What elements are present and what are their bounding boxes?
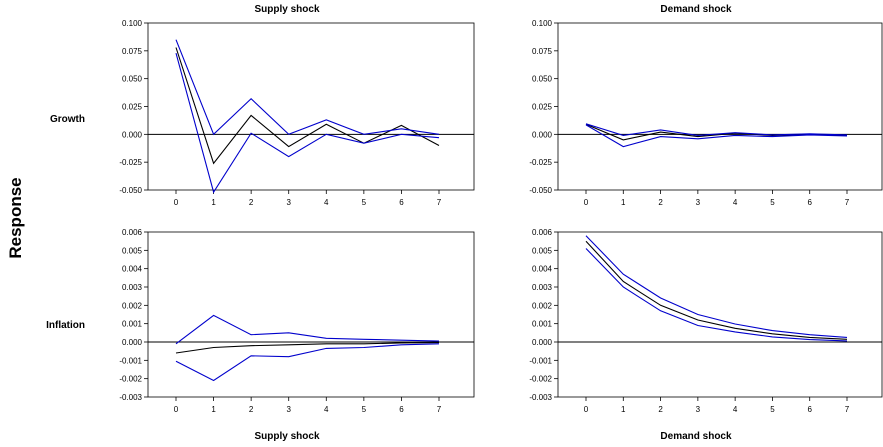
x-tick-label: 4 (733, 198, 738, 207)
y-tick-label: 0.005 (122, 246, 143, 255)
x-tick-label: 3 (286, 198, 291, 207)
y-tick-label: 0.006 (122, 228, 143, 237)
y-tick-label: 0.001 (122, 320, 143, 329)
series-line-irf (585, 240, 848, 340)
y-tick-label: -0.002 (119, 375, 142, 384)
series-line-lower (175, 52, 440, 194)
y-tick-label: 0.050 (122, 75, 143, 84)
x-tick-label: 2 (249, 405, 254, 414)
x-tick-label: 6 (399, 198, 404, 207)
x-tick-label: 1 (621, 405, 626, 414)
y-tick-label: -0.025 (529, 158, 552, 167)
y-tick-label: 0.006 (532, 228, 553, 237)
x-tick-label: 4 (324, 405, 329, 414)
y-tick-label: 0.000 (532, 130, 553, 139)
panel-title-top-left: Supply shock (254, 4, 319, 15)
panels: 0.100 0.075 0.050 0.025 0.000 -0.025 -0.050 0 1 2… (119, 19, 883, 414)
x-tick-label: 4 (733, 405, 738, 414)
x-tick-label: 3 (286, 405, 291, 414)
y-tick-label: 0.004 (122, 265, 143, 274)
y-tick-label: -0.002 (529, 375, 552, 384)
x-tick-label: 0 (584, 198, 589, 207)
row-label-growth: Growth (50, 114, 85, 125)
x-tick-label: 5 (362, 405, 367, 414)
y-tick-label: 0.050 (532, 75, 553, 84)
panel-frame (147, 231, 475, 398)
x-tick-label: 7 (845, 198, 850, 207)
series-line-lower (175, 343, 440, 382)
panel-frame (557, 231, 883, 398)
series-line-upper (585, 123, 848, 136)
panel-frame (557, 22, 883, 191)
y-tick-label: -0.050 (119, 186, 142, 195)
panel-title-bottom-left: Supply shock (254, 431, 319, 442)
x-tick-label: 0 (584, 405, 589, 414)
y-axis-label: Response (6, 177, 25, 258)
y-tick-label: 0.025 (122, 103, 143, 112)
x-tick-label: 7 (437, 405, 442, 414)
x-tick-label: 5 (770, 198, 775, 207)
x-tick-label: 2 (658, 405, 663, 414)
y-tick-label: 0.100 (122, 19, 143, 28)
x-tick-label: 3 (696, 198, 701, 207)
y-tick-label: -0.001 (529, 356, 552, 365)
y-tick-label: 0.003 (532, 283, 553, 292)
x-tick-label: 2 (658, 198, 663, 207)
y-tick-label: -0.003 (119, 393, 142, 402)
series-line-lower (585, 124, 848, 148)
y-tick-label: 0.005 (532, 246, 553, 255)
series-line-upper (175, 314, 440, 345)
x-tick-label: 6 (807, 198, 812, 207)
series-line-irf (175, 47, 440, 165)
y-tick-label: 0.075 (122, 47, 143, 56)
x-tick-label: 7 (845, 405, 850, 414)
y-tick-label: -0.025 (119, 158, 142, 167)
panel-title-top-right: Demand shock (660, 4, 732, 15)
y-tick-label: 0.100 (532, 19, 553, 28)
x-tick-label: 5 (770, 405, 775, 414)
y-tick-label: 0.002 (532, 301, 553, 310)
series-line-lower (585, 248, 848, 342)
x-tick-label: 6 (399, 405, 404, 414)
x-tick-label: 7 (437, 198, 442, 207)
y-tick-label: 0.075 (532, 47, 553, 56)
y-tick-label: -0.001 (119, 356, 142, 365)
panel-frame (147, 22, 475, 191)
x-tick-label: 4 (324, 198, 329, 207)
x-tick-label: 1 (621, 198, 626, 207)
x-tick-label: 5 (362, 198, 367, 207)
panel-1: 0.100 0.075 0.050 0.025 0.000 -0.025 -0.050 0 1 2… (529, 19, 883, 207)
y-tick-label: -0.050 (529, 186, 552, 195)
y-tick-label: 0.004 (532, 265, 553, 274)
x-tick-label: 2 (249, 198, 254, 207)
series-line-irf (175, 342, 440, 354)
y-tick-label: 0.003 (122, 283, 143, 292)
y-tick-label: 0.002 (122, 301, 143, 310)
x-tick-label: 0 (174, 405, 179, 414)
x-tick-label: 6 (807, 405, 812, 414)
panel-3: 0.006 0.005 0.004 0.003 0.002 0.001 0.000 -0.00… (529, 228, 883, 414)
panel-title-bottom-right: Demand shock (660, 431, 732, 442)
x-tick-label: 0 (174, 198, 179, 207)
y-tick-label: -0.003 (529, 393, 552, 402)
series-line-upper (175, 39, 440, 136)
y-tick-label: 0.025 (532, 103, 553, 112)
panel-0: 0.100 0.075 0.050 0.025 0.000 -0.025 -0.050 0 1 2… (119, 19, 475, 207)
y-tick-label: 0.001 (532, 320, 553, 329)
row-label-inflation: Inflation (46, 320, 85, 331)
x-tick-label: 1 (211, 198, 216, 207)
x-tick-label: 3 (696, 405, 701, 414)
y-tick-label: 0.000 (122, 130, 143, 139)
x-tick-label: 1 (211, 405, 216, 414)
series-line-upper (585, 235, 848, 338)
y-tick-label: 0.000 (122, 338, 143, 347)
panel-2: 0.006 0.005 0.004 0.003 0.002 0.001 0.000 -0.00… (119, 228, 475, 414)
y-tick-label: 0.000 (532, 338, 553, 347)
